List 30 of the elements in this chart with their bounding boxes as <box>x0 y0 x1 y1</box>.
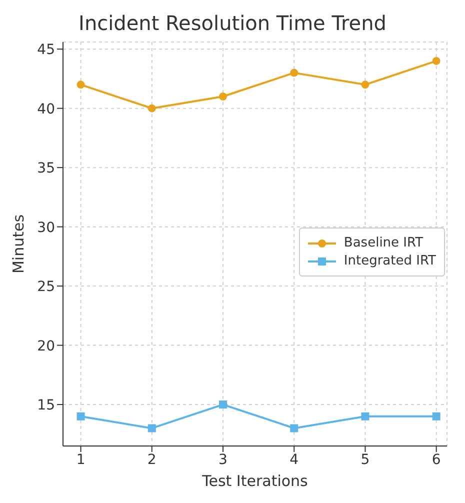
point <box>361 80 370 89</box>
legend-label: Baseline IRT <box>344 236 424 250</box>
y-axis-title: Minutes <box>9 214 28 274</box>
point <box>290 424 298 432</box>
x-tick-label: 1 <box>76 452 86 468</box>
x-axis-title: Test Iterations <box>201 472 308 490</box>
point <box>219 92 227 100</box>
point <box>432 412 440 420</box>
point <box>432 56 440 65</box>
point <box>361 412 370 420</box>
y-tick-label: 45 <box>37 42 55 58</box>
y-tick-label: 30 <box>37 220 55 236</box>
point <box>76 80 85 89</box>
legend-label: Integrated IRT <box>344 254 436 268</box>
y-tick-label: 20 <box>37 338 55 354</box>
x-tick-label: 4 <box>290 452 299 468</box>
x-tick-label: 6 <box>432 452 441 468</box>
chart-title: Incident Resolution Time Trend <box>78 10 388 37</box>
point <box>148 104 156 112</box>
x-tick-label: 2 <box>147 452 156 468</box>
y-tick-label: 15 <box>37 398 55 414</box>
point <box>76 412 85 420</box>
point <box>219 400 227 409</box>
point <box>290 68 298 77</box>
y-tick-label: 35 <box>37 160 55 177</box>
y-tick-label: 40 <box>37 101 55 118</box>
y-tick-label: 25 <box>37 279 55 296</box>
x-tick-label: 5 <box>360 452 370 468</box>
point <box>148 424 156 432</box>
x-tick-label: 3 <box>218 452 228 468</box>
